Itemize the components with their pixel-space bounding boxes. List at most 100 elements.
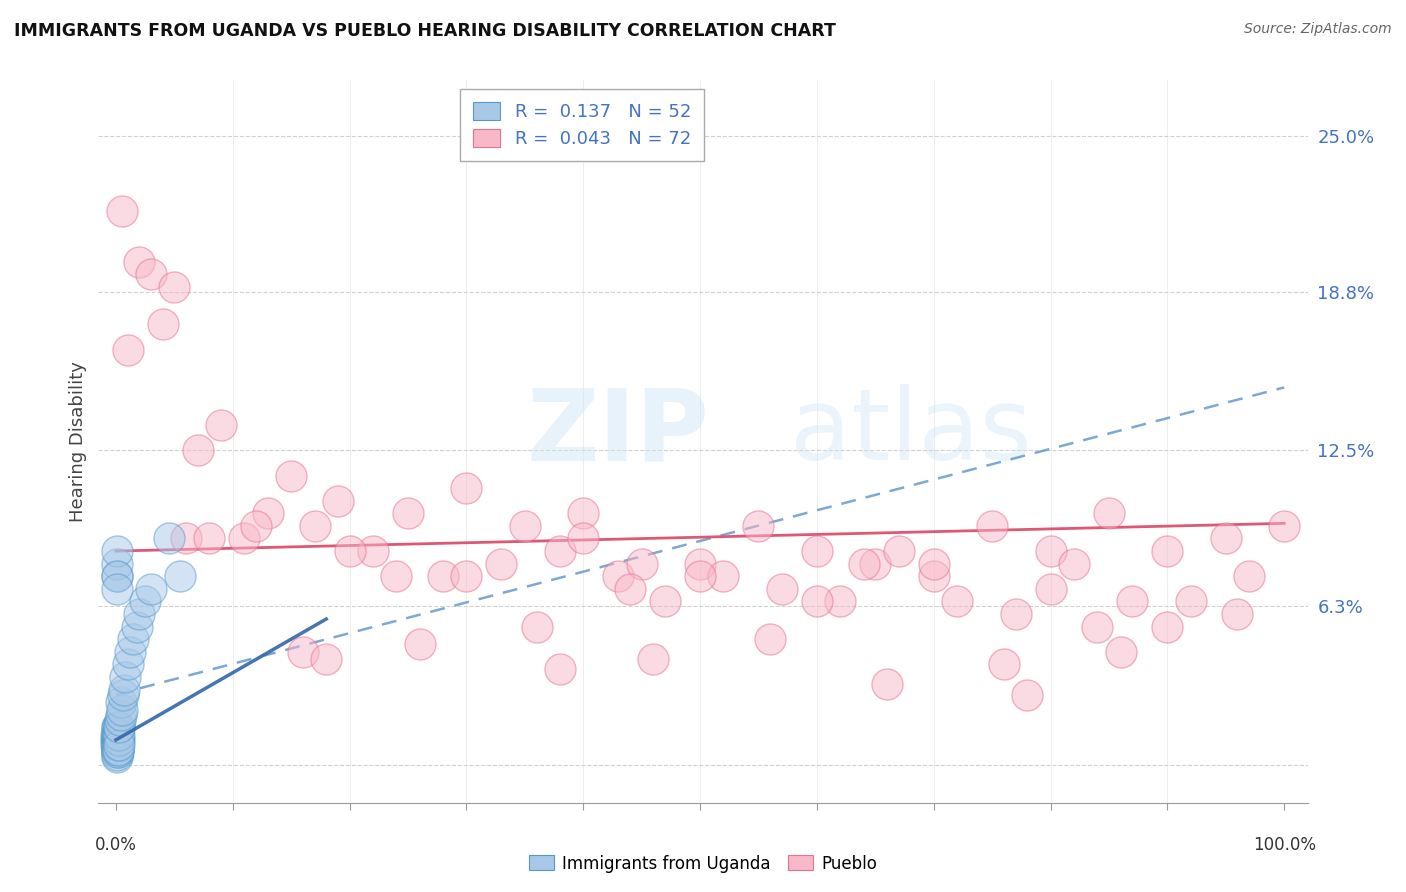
Point (1017, 688, 1039, 702)
Text: ZIP: ZIP (527, 384, 710, 481)
Point (339, 544, 361, 558)
Point (315, 652, 337, 666)
Point (548, 662, 571, 676)
Point (105, 720, 128, 734)
Point (117, 343, 139, 357)
Text: 0.0%: 0.0% (96, 836, 136, 854)
Point (105, 738, 128, 752)
Point (114, 670, 136, 684)
Point (107, 728, 129, 742)
Point (852, 557, 875, 571)
Point (107, 582, 129, 596)
Point (107, 720, 129, 734)
Point (105, 746, 128, 760)
Point (256, 506, 278, 520)
Point (1156, 619, 1178, 633)
Point (111, 204, 134, 219)
Point (806, 594, 828, 608)
Point (946, 594, 969, 608)
Point (105, 569, 128, 583)
Point (105, 720, 128, 734)
Point (456, 481, 478, 495)
Point (111, 688, 134, 702)
Point (1004, 607, 1026, 621)
Point (806, 544, 828, 558)
Point (108, 728, 131, 742)
Point (396, 506, 419, 520)
Point (107, 738, 129, 752)
Point (107, 732, 129, 747)
Point (105, 557, 128, 571)
Point (198, 532, 221, 546)
Point (105, 732, 128, 747)
Point (128, 607, 150, 621)
Legend: Immigrants from Uganda, Pueblo: Immigrants from Uganda, Pueblo (523, 848, 883, 880)
Point (105, 728, 128, 742)
Point (1237, 569, 1260, 583)
Point (1121, 594, 1143, 608)
Point (1085, 619, 1108, 633)
Point (117, 657, 139, 672)
Point (1156, 544, 1178, 558)
Point (409, 637, 432, 651)
Point (759, 632, 782, 647)
Point (304, 519, 326, 533)
Point (981, 519, 1004, 533)
Point (107, 732, 129, 747)
Point (548, 544, 571, 558)
Point (107, 720, 129, 734)
Point (105, 728, 128, 742)
Point (107, 732, 129, 747)
Point (108, 738, 131, 752)
Point (139, 267, 162, 281)
Point (105, 732, 128, 747)
Point (291, 645, 314, 659)
Point (1272, 519, 1295, 533)
Point (1039, 544, 1062, 558)
Point (1098, 506, 1121, 520)
Point (770, 582, 793, 596)
Text: IMMIGRANTS FROM UGANDA VS PUEBLO HEARING DISABILITY CORRELATION CHART: IMMIGRANTS FROM UGANDA VS PUEBLO HEARING… (14, 22, 837, 40)
Point (105, 728, 128, 742)
Point (169, 569, 191, 583)
Point (654, 594, 676, 608)
Point (280, 468, 302, 483)
Point (209, 418, 232, 433)
Point (107, 743, 129, 757)
Point (1226, 607, 1249, 621)
Point (174, 532, 197, 546)
Point (630, 557, 652, 571)
Point (385, 569, 408, 583)
Point (111, 703, 134, 717)
Point (922, 557, 945, 571)
Point (105, 569, 128, 583)
Point (105, 750, 128, 764)
Point (105, 746, 128, 760)
Point (491, 557, 513, 571)
Point (139, 582, 162, 596)
Point (513, 519, 536, 533)
Point (572, 532, 595, 546)
Point (105, 544, 128, 558)
Point (432, 569, 454, 583)
Point (922, 569, 945, 583)
Point (107, 738, 129, 752)
Point (1215, 532, 1237, 546)
Point (110, 707, 132, 722)
Point (107, 728, 129, 742)
Point (643, 652, 665, 666)
Point (689, 569, 711, 583)
Point (128, 254, 150, 268)
Point (619, 582, 641, 596)
Point (1180, 594, 1202, 608)
Point (108, 713, 131, 727)
Point (876, 677, 898, 691)
Point (125, 619, 148, 633)
Point (112, 682, 135, 697)
Point (361, 544, 384, 558)
Point (1063, 557, 1085, 571)
Point (1109, 645, 1132, 659)
Point (747, 519, 769, 533)
Point (105, 738, 128, 752)
Text: 100.0%: 100.0% (1253, 836, 1316, 854)
